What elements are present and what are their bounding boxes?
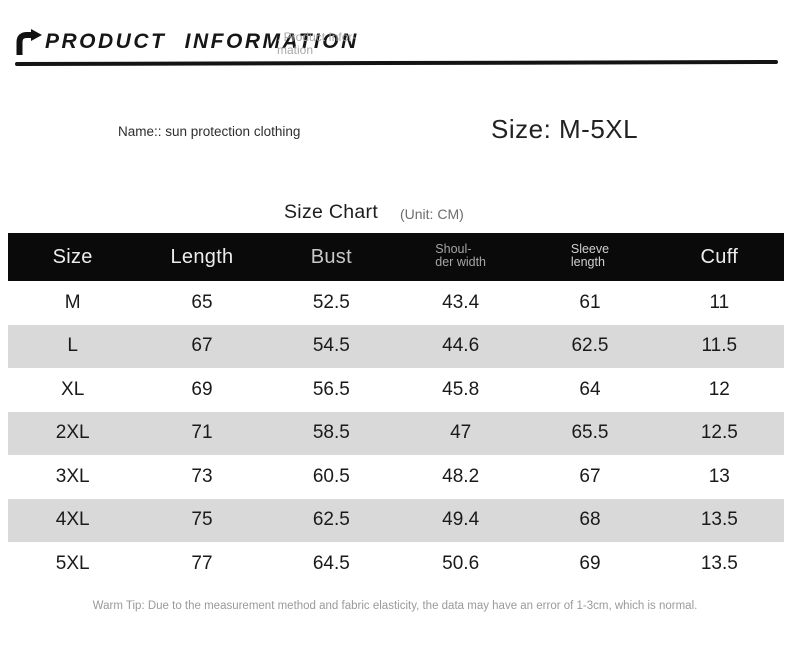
table-cell: L <box>67 335 78 357</box>
table-cell: 43.4 <box>442 291 480 313</box>
size-chart-unit: (Unit: CM) <box>400 206 464 222</box>
table-cell: 60.5 <box>312 465 350 487</box>
table-row: L 67 54.5 44.6 62.5 11.5 <box>8 324 784 368</box>
table-cell: 54.5 <box>312 335 350 357</box>
page-title: PRODUCT INFORMATION <box>45 30 359 53</box>
table-cell: 12 <box>708 378 730 400</box>
table-cell: 71 <box>191 422 213 444</box>
table-cell: 69 <box>579 552 601 574</box>
table-cell: 67 <box>191 335 213 357</box>
table-cell: 62.5 <box>312 509 350 531</box>
table-header-cell: Shoul-der width <box>435 241 487 270</box>
table-cell: 45.8 <box>442 378 480 400</box>
size-chart-title: Size Chart <box>284 201 379 223</box>
table-cell: 11 <box>709 291 730 313</box>
table-cell: 64 <box>579 378 601 400</box>
table-row: XL 69 56.5 45.8 64 12 <box>8 368 784 412</box>
table-cell: 3XL <box>55 465 90 487</box>
table-cell: 68 <box>579 509 601 531</box>
table-cell: 65.5 <box>571 422 609 444</box>
table-cell: 44.6 <box>442 335 480 357</box>
table-row: 2XL 71 58.5 47 65.5 12.5 <box>8 411 784 455</box>
header-underline <box>14 60 779 66</box>
table-row: M 65 52.5 43.4 61 11 <box>8 281 784 325</box>
table-cell: 13.5 <box>700 509 738 531</box>
header-subtitle: . Product Infor- mation <box>277 31 356 57</box>
table-cell: 62.5 <box>571 335 609 357</box>
table-header-cell: Size <box>52 245 93 268</box>
table-cell: 11.5 <box>701 335 738 357</box>
table-cell: XL <box>61 378 85 400</box>
table-row: 4XL 75 62.5 49.4 68 13.5 <box>8 498 784 542</box>
table-cell: 77 <box>191 552 213 574</box>
table-cell: 58.5 <box>312 422 350 444</box>
table-cell: 56.5 <box>312 378 350 400</box>
table-cell: 5XL <box>55 552 90 574</box>
product-name: Name:: sun protection clothing <box>118 124 301 139</box>
turn-right-arrow-icon <box>15 29 44 56</box>
warm-tip: Warm Tip: Due to the measurement method … <box>92 600 698 612</box>
table-cell: 64.5 <box>312 552 350 574</box>
table-header-cell: Length <box>170 245 234 268</box>
table-cell: 12.5 <box>700 422 738 444</box>
table-cell: 49.4 <box>442 509 480 531</box>
size-table: Size Length Bust Shoul-der width Sleeve lengt… <box>8 233 784 586</box>
table-header-cell: Sleeve length <box>570 241 610 270</box>
table-cell: 13.5 <box>700 552 738 574</box>
table-cell: 69 <box>191 378 213 400</box>
table-cell: M <box>64 291 81 313</box>
table-cell: 47 <box>450 422 472 444</box>
table-cell: 52.5 <box>312 291 350 313</box>
table-cell: 75 <box>191 509 213 531</box>
table-cell: 73 <box>191 465 213 487</box>
header-subtitle-line1: . Product Infor- <box>277 30 357 44</box>
table-header-cell: Bust <box>310 245 352 268</box>
table-cell: 13 <box>708 465 730 487</box>
table-row: 3XL 73 60.5 48.2 67 13 <box>8 455 784 499</box>
table-cell: 67 <box>579 465 601 487</box>
table-cell: 50.6 <box>442 552 480 574</box>
size-range: Size: M-5XL <box>491 114 639 144</box>
table-cell: 4XL <box>55 509 90 531</box>
table-row: 5XL 77 64.5 50.6 69 13.5 <box>8 542 784 586</box>
table-cell: 2XL <box>55 422 90 444</box>
header-subtitle-line2: mation <box>277 43 314 57</box>
table-cell: 48.2 <box>442 465 480 487</box>
table-header-cell: Cuff <box>700 245 739 268</box>
table-header-row: Size Length Bust Shoul-der width Sleeve lengt… <box>8 233 784 281</box>
table-cell: 61 <box>579 291 601 313</box>
table-cell: 65 <box>191 291 213 313</box>
